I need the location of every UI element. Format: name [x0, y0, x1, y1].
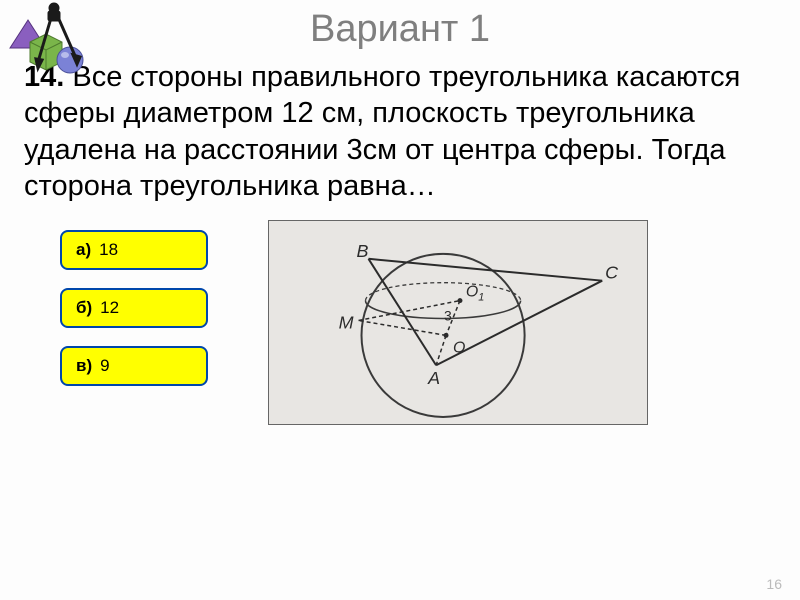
- label-C: C: [605, 263, 619, 283]
- answer-letter: в): [76, 356, 92, 376]
- label-O1: O1: [466, 284, 484, 304]
- question-text: 14. Все стороны правильного треугольника…: [0, 51, 800, 204]
- label-dist: 3: [444, 307, 452, 323]
- label-B: B: [357, 241, 369, 261]
- answer-letter: б): [76, 298, 92, 318]
- question-body: Все стороны правильного треугольника кас…: [24, 61, 740, 202]
- page-number: 16: [766, 576, 782, 592]
- answer-value: 18: [99, 240, 118, 260]
- answer-option-a[interactable]: а) 18: [60, 230, 208, 270]
- label-M: M: [339, 312, 354, 332]
- answer-list: а) 18 б) 12 в) 9: [60, 230, 208, 386]
- content-row: а) 18 б) 12 в) 9: [0, 204, 800, 425]
- geometry-diagram: B C A M O O1 3: [268, 220, 648, 425]
- label-O: O: [453, 339, 465, 356]
- slide-title: Вариант 1: [0, 0, 800, 51]
- geometry-logo: [6, 2, 98, 82]
- label-A: A: [427, 368, 440, 388]
- answer-option-c[interactable]: в) 9: [60, 346, 208, 386]
- answer-value: 9: [100, 356, 109, 376]
- answer-option-b[interactable]: б) 12: [60, 288, 208, 328]
- answer-letter: а): [76, 240, 91, 260]
- answer-value: 12: [100, 298, 119, 318]
